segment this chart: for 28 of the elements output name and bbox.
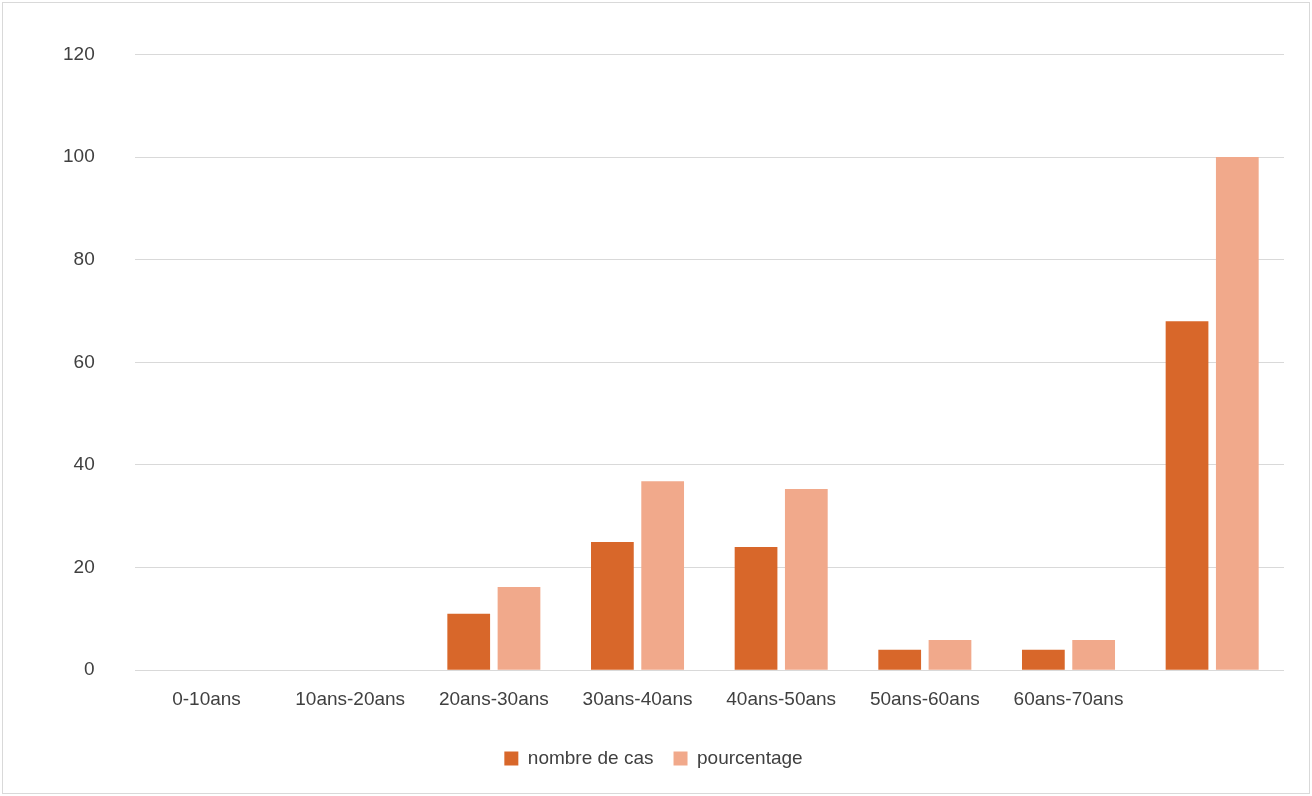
x-tick-label: 20ans-30ans (438, 687, 549, 709)
x-tick-label: 10ans-20ans (295, 687, 406, 709)
y-tick-label: 20 (73, 555, 95, 577)
bar (1165, 321, 1209, 670)
x-tick-label: 50ans-60ans (869, 687, 980, 709)
y-tick-label: 40 (73, 453, 95, 475)
y-tick-label: 0 (84, 658, 95, 680)
bar (1072, 639, 1116, 670)
y-tick-label: 60 (73, 350, 95, 372)
bar (497, 587, 541, 670)
bar (928, 639, 972, 670)
y-tick-label: 80 (73, 247, 95, 269)
bar (784, 489, 828, 670)
legend-label: pourcentage (697, 746, 803, 768)
x-tick-label: 60ans-70ans (1013, 687, 1124, 709)
bar (734, 547, 778, 670)
y-tick-label: 120 (63, 42, 95, 64)
bar (591, 541, 634, 670)
bar (1022, 649, 1065, 670)
x-tick-label: 40ans-50ans (726, 687, 837, 709)
legend-label: nombre de cas (527, 746, 654, 768)
x-tick-label: 0-10ans (172, 687, 241, 709)
bar (447, 613, 491, 670)
y-tick-label: 100 (63, 145, 95, 167)
bar (641, 481, 685, 670)
x-tick-label: 30ans-40ans (582, 687, 693, 709)
bar (1215, 157, 1259, 670)
bar (878, 649, 922, 670)
